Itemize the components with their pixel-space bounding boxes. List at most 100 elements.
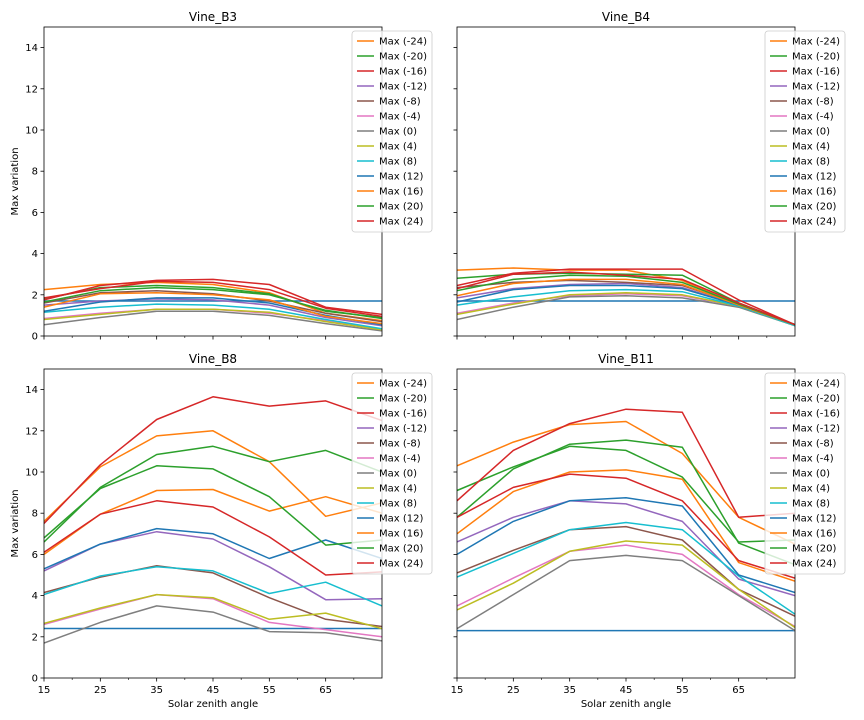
y-tick-label: 2 xyxy=(32,290,38,301)
series-line xyxy=(457,497,795,594)
x-tick-label: 45 xyxy=(207,685,220,696)
legend-box xyxy=(351,372,433,575)
legend: Max (-24) Max (-20) Max (-16) Max (-12) Max … xyxy=(764,30,846,233)
legend-label: Max (-24) xyxy=(379,379,427,390)
legend-label: Max (-24) xyxy=(379,37,427,48)
legend-label: Max (24) xyxy=(792,217,836,228)
legend-label: Max (4) xyxy=(792,484,830,495)
legend-label: Max (-8) xyxy=(379,439,421,450)
legend-label: Max (-4) xyxy=(379,112,421,123)
legend-label: Max (0) xyxy=(379,469,417,480)
plot-area xyxy=(44,278,382,332)
plot-area xyxy=(457,408,795,632)
series-line xyxy=(44,303,382,330)
y-tick-label: 8 xyxy=(32,509,38,520)
legend-label: Max (-24) xyxy=(792,379,840,390)
series-line xyxy=(44,280,382,318)
panel-vine_b3: Vine_B3 0 2 4 6 8 10 12 14 Max variation Max (-24)… xyxy=(10,10,433,343)
legend: Max (-24) Max (-20) Max (-16) Max (-12) Max … xyxy=(351,30,433,233)
y-axis-label: Max variation xyxy=(10,489,21,557)
series-line xyxy=(457,274,795,326)
x-tick-label: 25 xyxy=(94,685,107,696)
plot-area xyxy=(44,396,382,644)
legend: Max (-24) Max (-20) Max (-16) Max (-12) Max … xyxy=(764,372,846,575)
series-line xyxy=(457,295,795,327)
y-tick-label: 10 xyxy=(25,468,38,479)
y-tick-label: 8 xyxy=(32,167,38,178)
y-axis-label: Max variation xyxy=(10,147,21,215)
series-line xyxy=(457,278,795,326)
legend-label: Max (4) xyxy=(379,142,417,153)
series-line xyxy=(44,284,382,319)
legend-label: Max (24) xyxy=(379,559,423,570)
legend-label: Max (-20) xyxy=(792,52,840,63)
x-tick-label: 15 xyxy=(38,685,51,696)
legend-label: Max (-4) xyxy=(379,454,421,465)
series-line xyxy=(44,593,382,630)
plot-area xyxy=(457,267,795,327)
series-line xyxy=(44,593,382,638)
legend-label: Max (-12) xyxy=(379,82,427,93)
chart-title: Vine_B3 xyxy=(189,10,237,24)
x-tick-label: 35 xyxy=(563,685,576,696)
y-tick-label: 10 xyxy=(25,126,38,137)
legend-label: Max (16) xyxy=(792,187,836,198)
series-line xyxy=(457,408,795,519)
legend-label: Max (24) xyxy=(379,217,423,228)
y-tick-label: 6 xyxy=(32,550,38,561)
legend-box xyxy=(351,30,433,233)
y-tick-label: 4 xyxy=(32,249,38,260)
series-line xyxy=(44,396,382,525)
legend-label: Max (16) xyxy=(379,529,423,540)
legend-label: Max (20) xyxy=(792,202,836,213)
legend-label: Max (-4) xyxy=(792,112,834,123)
legend-box xyxy=(764,372,846,575)
legend-label: Max (-12) xyxy=(792,424,840,435)
legend-label: Max (16) xyxy=(379,187,423,198)
legend-label: Max (0) xyxy=(792,469,830,480)
legend-label: Max (12) xyxy=(792,172,836,183)
legend-label: Max (8) xyxy=(792,499,830,510)
series-line xyxy=(457,544,795,628)
chart-title: Vine_B11 xyxy=(598,352,654,366)
legend: Max (-24) Max (-20) Max (-16) Max (-12) Max … xyxy=(351,372,433,575)
series-line xyxy=(457,469,795,582)
series-line xyxy=(44,291,382,325)
series-line xyxy=(457,521,795,615)
legend-label: Max (-8) xyxy=(379,97,421,108)
chart-title: Vine_B4 xyxy=(602,10,650,24)
x-tick-label: 65 xyxy=(732,685,745,696)
y-tick-label: 6 xyxy=(32,208,38,219)
series-line xyxy=(457,554,795,632)
series-line xyxy=(44,566,382,607)
legend-label: Max (-16) xyxy=(792,67,840,78)
series-line xyxy=(44,605,382,644)
legend-label: Max (0) xyxy=(379,127,417,138)
legend-label: Max (-4) xyxy=(792,454,834,465)
y-tick-label: 0 xyxy=(32,674,38,685)
legend-label: Max (-16) xyxy=(379,67,427,78)
legend-label: Max (-12) xyxy=(379,424,427,435)
legend-label: Max (-8) xyxy=(792,439,834,450)
legend-label: Max (-20) xyxy=(379,52,427,63)
x-tick-label: 65 xyxy=(319,685,332,696)
series-line xyxy=(44,286,382,320)
legend-label: Max (12) xyxy=(379,172,423,183)
legend-label: Max (12) xyxy=(379,514,423,525)
series-line xyxy=(457,540,795,629)
y-tick-label: 12 xyxy=(25,426,38,437)
legend-label: Max (20) xyxy=(379,544,423,555)
x-tick-label: 55 xyxy=(676,685,689,696)
y-tick-label: 4 xyxy=(32,591,38,602)
legend-label: Max (-12) xyxy=(792,82,840,93)
legend-label: Max (8) xyxy=(379,499,417,510)
legend-label: Max (-16) xyxy=(792,409,840,420)
x-tick-label: 45 xyxy=(620,685,633,696)
series-line xyxy=(44,445,382,543)
legend-label: Max (12) xyxy=(792,514,836,525)
legend-label: Max (20) xyxy=(379,202,423,213)
series-line xyxy=(44,308,382,331)
series-line xyxy=(44,310,382,332)
legend-label: Max (0) xyxy=(792,127,830,138)
